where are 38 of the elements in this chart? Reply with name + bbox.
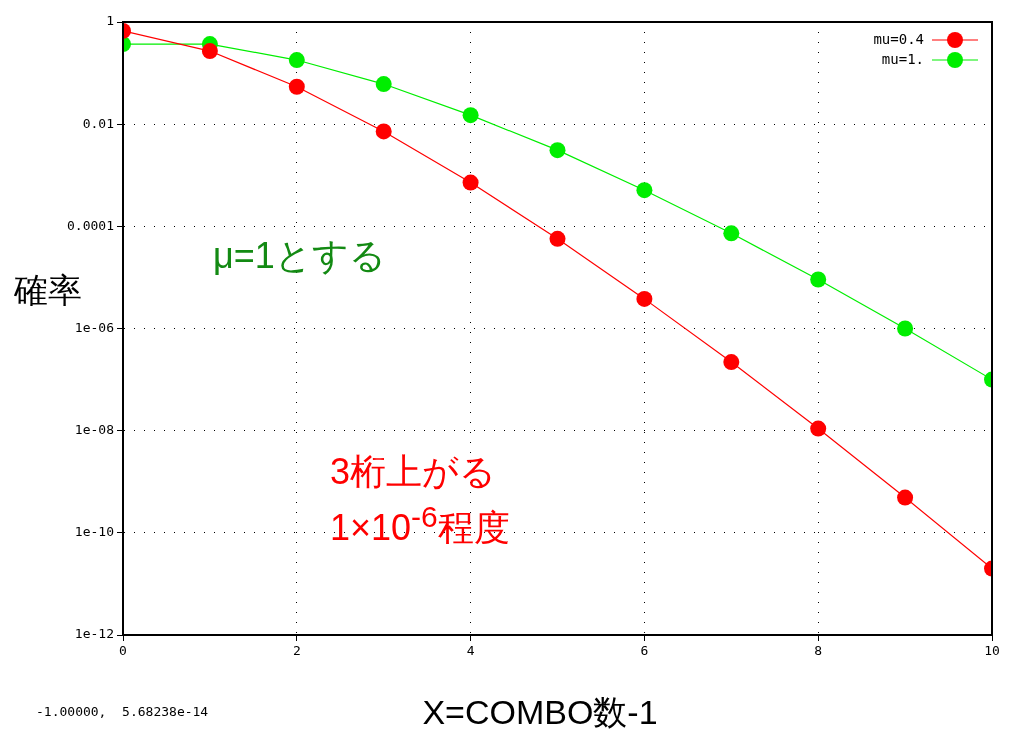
x-tick-label: 6 [640,643,649,659]
x-tick-label: 2 [292,643,301,659]
point [549,142,566,159]
point [288,52,305,69]
point [723,354,740,371]
point [288,78,305,95]
point [810,420,827,437]
legend-label: mu=1. [881,50,924,67]
point [897,489,914,506]
legend-label: mu=0.4 [873,30,924,47]
point [723,225,740,242]
point [636,290,653,307]
y-tick-label: 0.01 [82,115,114,131]
x-tick-label: 4 [466,643,475,659]
point [549,230,566,247]
x-tick-label: 10 [984,643,1000,659]
y-tick-label: 1e-10 [74,524,114,540]
annotation: 1×10$^{-6}$程度 [330,500,510,550]
x-tick-label: 8 [814,643,823,659]
point [462,107,479,124]
point [201,43,218,60]
point [375,76,392,93]
y-tick-label: 1 [106,13,114,29]
y-tick-label: 1e-06 [74,319,114,335]
point [375,123,392,140]
x-tick-label: 0 [119,643,127,659]
point [810,271,827,288]
y-axis-title: 確率 [14,270,82,311]
annotation: 3桁上がる [330,450,497,494]
point [636,182,653,199]
text: -1.00000, 5.68238e-14 [36,704,209,719]
annotation: μ=1とする [213,234,386,278]
point [897,320,914,337]
y-tick-label: 1e-08 [74,422,114,438]
y-tick-label: 1e-12 [74,626,114,642]
point [462,174,479,191]
y-tick-label: 0.0001 [67,217,114,233]
x-axis-title: X=COMBO数-1 [422,693,658,731]
